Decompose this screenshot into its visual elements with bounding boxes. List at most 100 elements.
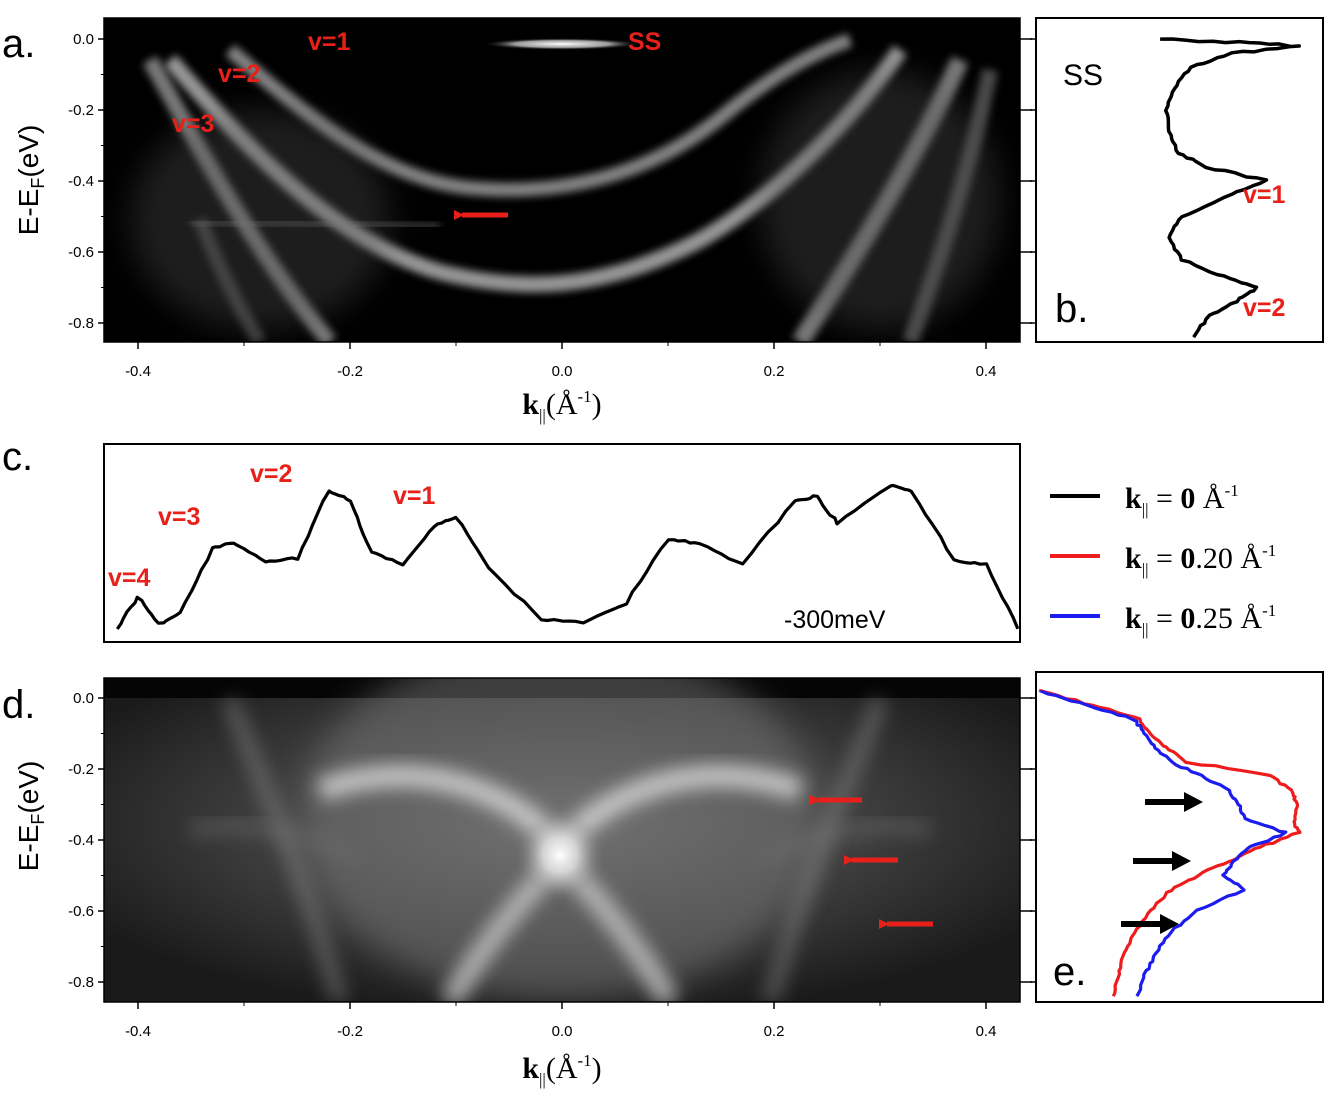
panel-b-ss: SS [1063,59,1103,92]
panel-c-frame [103,443,1021,643]
legend-zero: 0 [1180,602,1195,635]
panel-a-label-v3: v=3 [172,110,214,138]
surface-state [482,38,642,50]
x-tick-label: 0.0 [552,1023,573,1040]
panel-d-y-label-unit: (eV) [13,761,44,814]
panel-e-letter: e. [1053,950,1086,994]
panel-d-letter: d. [2,683,35,727]
panel-a-y-label: E-EF(eV) [13,125,48,236]
panel-a-letter: a. [2,22,35,66]
legend-eq: = [1149,602,1181,635]
legend-sup: -1 [1262,601,1276,620]
legend-label: k|| = 0.20 Å-1 [1125,541,1276,579]
x-tick-label: -0.2 [337,363,363,380]
x-tick-label: 0.0 [552,363,573,380]
panel-e: e. [1030,671,1324,1003]
legend-k: k [1125,542,1142,575]
panel-a-bands [130,33,1000,342]
panel-a-x-label-unit: (Å [546,388,578,421]
panel-a-y-axis: 0.0 -0.2 -0.4 -0.6 -0.8 [68,31,1032,332]
panel-d-y-axis: 0.0 -0.2 -0.4 -0.6 -0.8 [68,690,1032,991]
panel-c-energy: -300meV [784,606,886,634]
panel-e-arrowhead-1 [1184,792,1203,812]
y-tick-label: -0.8 [68,315,94,332]
panel-e-curve-red [1038,688,1302,997]
legend-sub: || [1142,620,1149,639]
legend-value: .20 Å [1195,542,1262,575]
x-tick-label: 0.2 [764,363,785,380]
panel-e-curve-group [1030,688,1302,997]
panel-d-x-label-unit: (Å [546,1052,578,1085]
legend-label: k|| = 0 Å-1 [1125,481,1239,519]
panel-d-bright-center [516,811,604,899]
panel-d-y-label: E-EF(eV) [13,761,48,872]
panel-c-label-v1: v=1 [393,482,436,510]
panel-e-black-arrows [1121,792,1203,934]
panel-a-label-v2: v=2 [218,60,260,88]
y-tick-label: -0.4 [68,832,94,849]
legend-item: k|| = 0.20 Å-1 [1050,541,1276,579]
legend-item: k|| = 0.25 Å-1 [1050,601,1276,639]
panel-d-x-axis: -0.4 -0.2 0.0 0.2 0.4 [125,1002,996,1040]
legend-sub: || [1142,560,1149,579]
panel-a-x-label-sup: -1 [577,387,591,406]
panel-b-v1: v=1 [1243,181,1286,209]
legend-eq: = [1149,482,1181,515]
panel-d: 0.0 -0.2 -0.4 -0.6 -0.8 -0.4 -0.2 0.0 0.2 0.4 d.… [2,677,1032,1089]
haze-right [760,70,1000,330]
panel-b-curve-group [1030,37,1301,339]
panel-b: SS v=1 v=2 b. [1030,17,1324,343]
legend-k: k [1125,602,1142,635]
panel-d-x-label: k||(Å-1) [522,1051,601,1089]
x-tick-label: 0.4 [976,363,997,380]
panel-e-arrowhead-2 [1172,851,1191,871]
legend-item: k|| = 0 Å-1 [1050,481,1239,519]
svg-text:E-EF(eV): E-EF(eV) [13,125,48,236]
panel-e-curve-blue [1039,689,1288,997]
x-tick-label: -0.4 [125,1023,151,1040]
legend-zero: 0 [1180,482,1195,515]
panel-c-curve-group [115,483,1020,630]
panel-d-features [104,678,1020,1002]
panel-a-x-label-sub: || [539,406,546,425]
panel-b-frame [1035,17,1324,343]
panel-d-x-label-sub: || [539,1070,546,1089]
y-tick-label: 0.0 [73,690,94,707]
panel-d-x-label-k: k [522,1052,539,1085]
y-tick-label: -0.2 [68,102,94,119]
panel-a-label-ss: SS [628,28,661,56]
legend-zero: 0 [1180,542,1195,575]
svg-text:E-EF(eV): E-EF(eV) [13,761,48,872]
panel-d-side-left [188,819,364,867]
panel-c-label-v3: v=3 [158,503,200,531]
panel-a-y-label-unit: (eV) [13,125,44,178]
panel-b-v2: v=2 [1243,294,1285,322]
panel-a-x-label: k||(Å-1) [522,387,601,425]
y-tick-label: -0.4 [68,173,94,190]
y-tick-label: 0.0 [73,31,94,48]
panel-c-label-v2: v=2 [250,460,292,488]
panel-a-x-label-k: k [522,388,539,421]
panel-a-x-label-close: ) [592,388,602,421]
panel-b-edc-curve [1160,37,1301,339]
x-tick-label: 0.4 [976,1023,997,1040]
legend-label: k|| = 0.25 Å-1 [1125,601,1276,639]
legend-sup: -1 [1262,541,1276,560]
y-tick-label: -0.2 [68,761,94,778]
panel-d-x-label-sup: -1 [577,1051,591,1070]
panel-c-mdc-curve [115,483,1020,630]
y-tick-label: -0.6 [68,244,94,261]
panel-b-letter: b. [1055,287,1088,331]
panel-c-label-v4: v=4 [108,564,151,592]
legend-sub: || [1142,500,1149,519]
panel-a-label-v1: v=1 [308,28,351,56]
panel-c-letter: c. [2,435,33,479]
legend-value: Å [1195,482,1225,515]
panel-d-side-right [756,819,932,867]
legend-value: .25 Å [1195,602,1262,635]
legend-eq: = [1149,542,1181,575]
panel-a: 0.0 -0.2 -0.4 -0.6 -0.8 -0.4 -0.2 0.0 0.2 0.4 a.… [2,17,1032,425]
panel-d-x-label-close: ) [592,1052,602,1085]
legend: k|| = 0 Å-1k|| = 0.20 Å-1k|| = 0.25 Å-1 [1050,481,1276,639]
